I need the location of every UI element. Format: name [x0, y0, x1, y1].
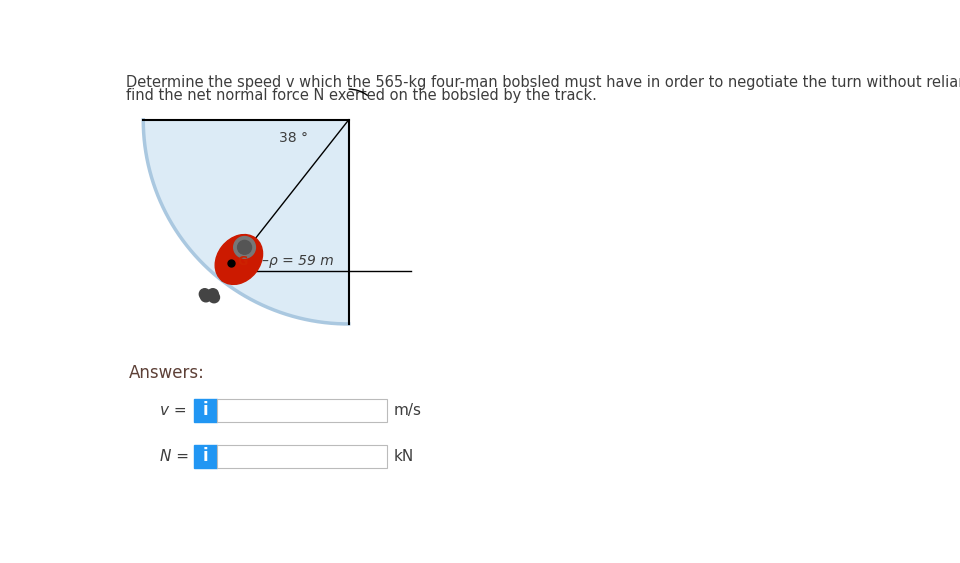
Circle shape	[200, 289, 210, 300]
FancyBboxPatch shape	[217, 399, 388, 422]
Text: –ρ = 59 m: –ρ = 59 m	[262, 254, 333, 268]
Circle shape	[201, 291, 211, 302]
Text: v =: v =	[160, 403, 187, 418]
FancyBboxPatch shape	[194, 445, 217, 468]
Text: Answers:: Answers:	[130, 364, 205, 382]
Circle shape	[237, 240, 252, 254]
Text: Determine the speed v which the 565-kg four-man bobsled must have in order to ne: Determine the speed v which the 565-kg f…	[126, 75, 960, 90]
Circle shape	[208, 292, 220, 303]
Text: N =: N =	[160, 449, 189, 464]
Text: i: i	[203, 401, 208, 419]
Text: find the net normal force N exerted on the bobsled by the track.: find the net normal force N exerted on t…	[126, 88, 597, 102]
Circle shape	[233, 236, 255, 258]
FancyBboxPatch shape	[194, 399, 217, 422]
FancyBboxPatch shape	[217, 445, 388, 468]
Text: 38 °: 38 °	[278, 132, 308, 145]
Polygon shape	[143, 120, 348, 324]
Circle shape	[207, 289, 218, 300]
Text: m/s: m/s	[394, 403, 421, 418]
Text: kN: kN	[394, 449, 414, 464]
Ellipse shape	[215, 235, 263, 284]
Text: G: G	[237, 255, 248, 269]
Text: i: i	[203, 448, 208, 466]
